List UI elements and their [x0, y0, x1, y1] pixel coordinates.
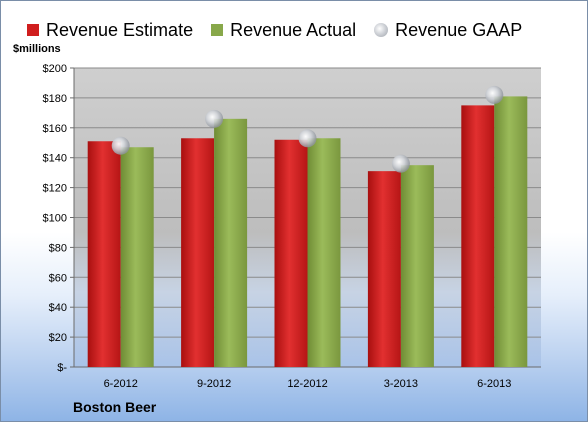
bar-revenue-estimate — [181, 138, 215, 367]
legend-swatch-actual — [211, 24, 224, 36]
legend-item-gaap: Revenue GAAP — [374, 20, 522, 41]
bar-revenue-actual — [494, 96, 528, 367]
legend-label-gaap: Revenue GAAP — [395, 19, 523, 40]
y-tick-label: $- — [57, 362, 67, 374]
legend-marker-gaap — [374, 23, 389, 37]
legend-swatch-estimate — [27, 24, 39, 36]
legend-item-estimate: Revenue Estimate — [27, 20, 193, 41]
legend: Revenue Estimate Revenue Actual Revenue … — [27, 14, 522, 46]
marker-revenue-gaap — [298, 129, 317, 148]
y-tick-label: $100 — [43, 213, 67, 225]
legend-label-actual: Revenue Actual — [230, 19, 357, 40]
marker-revenue-gaap — [391, 154, 410, 173]
x-tick-label: 3-2013 — [384, 378, 418, 390]
bar-revenue-estimate — [87, 141, 121, 367]
bar-revenue-actual — [307, 138, 341, 367]
legend-label-estimate: Revenue Estimate — [46, 19, 194, 40]
x-tick-label: 12-2012 — [287, 378, 327, 390]
y-tick-label: $20 — [49, 332, 67, 344]
marker-revenue-gaap — [485, 85, 504, 104]
bar-revenue-estimate — [461, 105, 495, 367]
bar-revenue-actual — [120, 147, 154, 367]
legend-item-actual: Revenue Actual — [211, 20, 356, 41]
y-tick-label: $80 — [49, 242, 67, 254]
y-axis-unit-label: $millions — [13, 43, 61, 55]
x-tick-label: 9-2012 — [197, 378, 231, 390]
y-tick-label: $120 — [43, 183, 67, 195]
bar-revenue-estimate — [367, 171, 401, 367]
y-tick-label: $160 — [43, 123, 67, 135]
x-tick-label: 6-2013 — [477, 378, 511, 390]
company-label: Boston Beer — [73, 399, 157, 415]
marker-revenue-gaap — [205, 109, 224, 128]
x-tick-label: 6-2012 — [104, 378, 138, 390]
bar-revenue-estimate — [274, 139, 308, 367]
bar-revenue-actual — [400, 165, 434, 367]
y-tick-label: $180 — [43, 93, 67, 105]
y-tick-label: $60 — [49, 272, 67, 284]
marker-revenue-gaap — [111, 136, 130, 155]
y-tick-label: $40 — [49, 302, 67, 314]
bar-revenue-actual — [214, 118, 248, 367]
y-tick-label: $200 — [43, 63, 67, 75]
y-tick-label: $140 — [43, 153, 67, 165]
